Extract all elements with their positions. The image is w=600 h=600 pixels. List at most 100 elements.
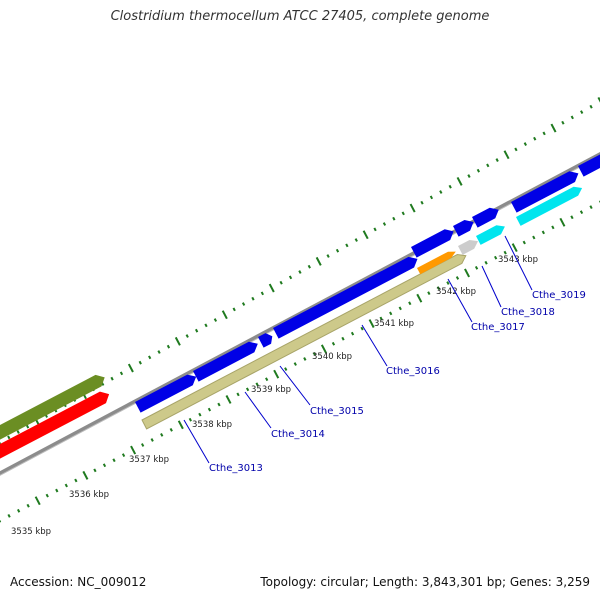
minor-tick — [74, 478, 78, 483]
major-tick — [174, 336, 181, 346]
minor-tick — [335, 248, 340, 253]
gene-label: Cthe_3016 — [386, 366, 440, 377]
minor-tick — [331, 341, 336, 346]
feature-grey — [458, 240, 478, 255]
minor-tick — [354, 238, 358, 242]
minor-tick — [474, 265, 479, 270]
minor-tick — [494, 255, 498, 260]
major-tick — [320, 344, 327, 354]
minor-tick — [169, 427, 173, 432]
major-tick — [559, 217, 566, 227]
minor-tick — [148, 355, 152, 360]
minor-tick — [570, 215, 574, 220]
minor-tick — [194, 328, 199, 333]
minor-tick — [326, 254, 330, 258]
gene-label-leader — [361, 324, 388, 367]
minor-tick — [102, 463, 107, 468]
minor-tick — [503, 250, 507, 255]
minor-tick — [298, 270, 302, 274]
major-tick — [416, 293, 423, 303]
gene-label: Cthe_3017 — [471, 322, 525, 333]
gene-label: Cthe_3014 — [271, 429, 325, 440]
gene-blue-3018a — [453, 220, 474, 237]
minor-tick — [138, 360, 142, 365]
kbp-label: 3535 kbp — [11, 527, 51, 537]
minor-tick — [429, 195, 434, 200]
minor-tick — [345, 243, 349, 248]
minor-tick — [26, 503, 30, 508]
minor-tick — [533, 136, 537, 141]
minor-tick — [265, 377, 269, 382]
minor-tick — [341, 336, 345, 341]
minor-tick — [260, 291, 264, 296]
major-tick — [362, 230, 369, 240]
minor-tick — [476, 168, 481, 173]
gene-blue-3017 — [411, 229, 454, 258]
minor-tick — [579, 210, 584, 215]
gene-label-leader — [481, 265, 502, 308]
minor-tick — [7, 513, 11, 518]
minor-tick — [307, 264, 311, 269]
kbp-label: 3542 kbp — [436, 287, 476, 297]
kbp-label: 3539 kbp — [251, 385, 291, 395]
minor-tick — [303, 357, 307, 361]
minor-tick — [16, 430, 20, 434]
major-tick — [268, 283, 275, 293]
major-tick — [221, 310, 228, 320]
minor-tick — [522, 240, 526, 245]
minor-tick — [541, 230, 545, 235]
gene-blue-3013 — [135, 374, 197, 413]
minor-tick — [382, 222, 387, 226]
minor-tick — [185, 334, 189, 338]
minor-tick — [293, 362, 297, 366]
minor-tick — [45, 493, 49, 498]
gene-label-leader — [279, 365, 311, 406]
major-tick — [597, 96, 600, 103]
minor-tick — [350, 331, 355, 336]
minor-tick — [486, 163, 490, 168]
minor-tick — [495, 158, 499, 162]
major-tick — [177, 420, 184, 430]
minor-tick — [523, 142, 527, 146]
map-title: Clostridium thermocellum ATCC 27405, com… — [110, 9, 490, 24]
major-tick — [456, 176, 463, 186]
feature-cyan-a — [476, 225, 505, 245]
minor-tick — [255, 382, 259, 387]
minor-tick — [455, 276, 460, 280]
gene-label-leader — [244, 391, 272, 429]
gene-blue-3016 — [273, 256, 418, 339]
minor-tick — [389, 311, 393, 316]
minor-tick — [150, 438, 154, 442]
minor-tick — [379, 316, 383, 321]
minor-tick — [166, 344, 171, 349]
minor-tick — [232, 307, 236, 312]
minor-tick — [589, 104, 593, 109]
kbp-label: 3541 kbp — [374, 319, 414, 329]
minor-tick — [279, 280, 283, 285]
major-tick — [511, 243, 518, 253]
minor-tick — [284, 367, 288, 371]
minor-tick — [570, 115, 574, 120]
minor-tick — [420, 200, 424, 205]
minor-tick — [446, 281, 450, 285]
minor-tick — [198, 412, 202, 417]
minor-tick — [401, 211, 405, 216]
minor-tick — [360, 326, 364, 331]
gene-label: Cthe_3013 — [209, 463, 263, 474]
minor-tick — [467, 174, 471, 178]
feature-orange — [417, 251, 456, 275]
minor-tick — [392, 216, 396, 221]
minor-tick — [119, 371, 124, 376]
kbp-label: 3540 kbp — [312, 352, 352, 362]
major-tick — [503, 150, 510, 160]
minor-tick — [112, 458, 116, 463]
minor-tick — [312, 352, 317, 356]
gene-blue-3014 — [193, 341, 258, 382]
minor-tick — [514, 147, 518, 152]
minor-tick — [157, 350, 161, 354]
minor-tick — [542, 131, 546, 136]
genome-backbone — [0, 152, 600, 476]
major-tick — [368, 319, 375, 328]
minor-tick — [236, 392, 240, 397]
